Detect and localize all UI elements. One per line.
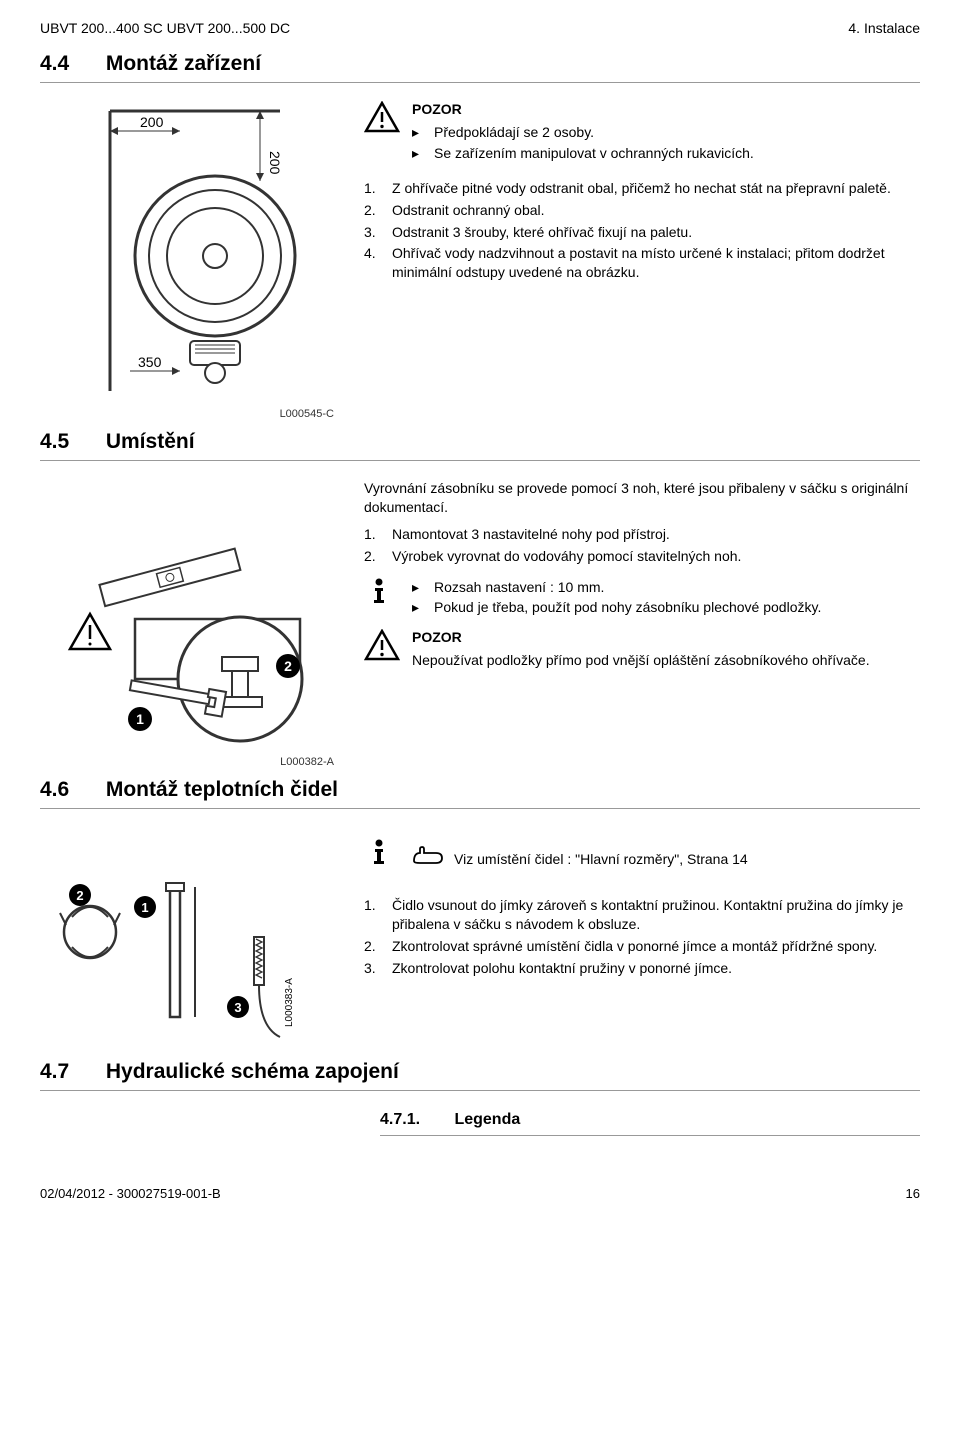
section-4-4-text: POZOR ▸ Předpokládají se 2 osoby. ▸ Se zař… xyxy=(364,101,920,420)
svg-text:2: 2 xyxy=(76,888,83,903)
step-text: Namontovat 3 nastavitelné nohy pod příst… xyxy=(392,525,670,544)
figure-label: L000382-A xyxy=(40,756,340,768)
steps-list: 1. Z ohřívače pitné vody odstranit obal, … xyxy=(364,179,920,282)
section-4-6-text: Viz umístění čidel : "Hlavní rozměry", S… xyxy=(364,827,920,1050)
step-text: Čidlo vsunout do jímky zároveň s kontakt… xyxy=(392,896,920,934)
pozor-box: POZOR ▸ Předpokládají se 2 osoby. ▸ Se zař… xyxy=(364,101,920,165)
steps-list: 1. Namontovat 3 nastavitelné nohy pod pří… xyxy=(364,525,920,566)
figure-4-4: 200 200 350 L000545-C xyxy=(40,101,340,420)
intro-text: Vyrovnání zásobníku se provede pomocí 3 … xyxy=(364,479,920,517)
page-header: UBVT 200...400 SC UBVT 200...500 DC 4. I… xyxy=(40,20,920,36)
leveling-diagram: 1 2 xyxy=(40,519,340,749)
section-4-5-body: 1 2 L000382-A Vyrovnání zásobníku se pro… xyxy=(40,479,920,768)
subsection-text: Legenda xyxy=(454,1111,520,1128)
step-text: Zkontrolovat polohu kontaktní pružiny v … xyxy=(392,959,732,978)
svg-text:2: 2 xyxy=(284,658,292,674)
dim-200v: 200 xyxy=(267,151,283,175)
warning-icon xyxy=(364,629,400,664)
pozor-box: POZOR Nepoužívat podložky přímo pod vněj… xyxy=(364,629,920,678)
mounting-diagram: 200 200 350 xyxy=(40,101,340,401)
arrow-icon: ▸ xyxy=(412,598,426,617)
dim-200h: 200 xyxy=(140,114,164,130)
steps-list: 1.Čidlo vsunout do jímky zároveň s konta… xyxy=(364,896,920,978)
header-right: 4. Instalace xyxy=(848,20,920,36)
step-num: 2. xyxy=(364,937,384,956)
section-4-5-text: Vyrovnání zásobníku se provede pomocí 3 … xyxy=(364,479,920,768)
section-4-4-body: 200 200 350 L000545-C xyxy=(40,101,920,420)
section-rule xyxy=(40,460,920,461)
section-4-7-title: 4.7 Hydraulické schéma zapojení xyxy=(40,1060,920,1084)
step-text: Odstranit ochranný obal. xyxy=(392,201,545,220)
header-left: UBVT 200...400 SC UBVT 200...500 DC xyxy=(40,20,290,36)
section-num: 4.6 xyxy=(40,778,100,802)
subsection-rule xyxy=(380,1135,920,1136)
section-text: Hydraulické schéma zapojení xyxy=(106,1060,399,1083)
footer-right: 16 xyxy=(906,1186,920,1201)
section-rule xyxy=(40,82,920,83)
footer-left: 02/04/2012 - 300027519-001-B xyxy=(40,1186,221,1201)
section-4-5-title: 4.5 Umístění xyxy=(40,430,920,454)
info-item: Rozsah nastavení : 10 mm. xyxy=(434,578,604,597)
pozor-item: Předpokládají se 2 osoby. xyxy=(434,123,594,142)
section-rule xyxy=(40,1090,920,1091)
arrow-icon: ▸ xyxy=(412,123,426,142)
info-icon xyxy=(364,837,400,870)
pozor-list: ▸ Předpokládají se 2 osoby. ▸ Se zařízením… xyxy=(412,123,754,163)
section-4-6-body: 2 1 3 L000383-A xyxy=(40,827,920,1050)
pozor-title: POZOR xyxy=(412,101,754,117)
arrow-icon: ▸ xyxy=(412,144,426,163)
step-num: 3. xyxy=(364,959,384,978)
section-rule xyxy=(40,808,920,809)
hand-point-icon xyxy=(412,845,444,872)
subsection-4-7-1: 4.7.1. Legenda xyxy=(40,1111,920,1129)
figure-label: L000545-C xyxy=(40,408,340,420)
step-num: 3. xyxy=(364,223,384,242)
page-footer: 02/04/2012 - 300027519-001-B 16 xyxy=(40,1186,920,1201)
step-num: 2. xyxy=(364,201,384,220)
info-icon xyxy=(364,576,400,609)
subsection-num: 4.7.1. xyxy=(380,1111,450,1129)
step-num: 4. xyxy=(364,244,384,282)
figure-label-inline: L000383-A xyxy=(284,978,295,1027)
section-num: 4.5 xyxy=(40,430,100,454)
section-text: Montáž teplotních čidel xyxy=(106,778,338,801)
section-num: 4.4 xyxy=(40,52,100,76)
ref-text: Viz umístění čidel : "Hlavní rozměry", S… xyxy=(454,851,748,867)
section-num: 4.7 xyxy=(40,1060,100,1084)
step-num: 2. xyxy=(364,547,384,566)
step-text: Odstranit 3 šrouby, které ohřívač fixují… xyxy=(392,223,692,242)
step-text: Výrobek vyrovnat do vodováhy pomocí stav… xyxy=(392,547,741,566)
info-ref-box: Viz umístění čidel : "Hlavní rozměry", S… xyxy=(364,837,920,886)
step-num: 1. xyxy=(364,896,384,934)
step-num: 1. xyxy=(364,525,384,544)
svg-text:1: 1 xyxy=(136,711,144,727)
info-box: ▸ Rozsah nastavení : 10 mm. ▸ Pokud je tře… xyxy=(364,576,920,620)
pozor-text: Nepoužívat podložky přímo pod vnější opl… xyxy=(412,651,870,670)
step-num: 1. xyxy=(364,179,384,198)
section-4-6-title: 4.6 Montáž teplotních čidel xyxy=(40,778,920,802)
step-text: Ohřívač vody nadzvihnout a postavit na m… xyxy=(392,244,920,282)
section-text: Montáž zařízení xyxy=(106,52,261,75)
warning-icon xyxy=(364,101,400,136)
figure-4-6: 2 1 3 L000383-A xyxy=(40,827,340,1050)
arrow-icon: ▸ xyxy=(412,578,426,597)
svg-text:1: 1 xyxy=(141,900,148,915)
step-text: Zkontrolovat správné umístění čidla v po… xyxy=(392,937,877,956)
figure-4-5: 1 2 L000382-A xyxy=(40,479,340,768)
section-4-4-title: 4.4 Montáž zařízení xyxy=(40,52,920,76)
pozor-item: Se zařízením manipulovat v ochranných ru… xyxy=(434,144,754,163)
info-item: Pokud je třeba, použít pod nohy zásobník… xyxy=(434,598,821,617)
sensor-diagram: 2 1 3 L000383-A xyxy=(40,877,340,1047)
pozor-title: POZOR xyxy=(412,629,870,645)
svg-text:3: 3 xyxy=(234,1000,241,1015)
section-text: Umístění xyxy=(106,430,195,453)
step-text: Z ohřívače pitné vody odstranit obal, př… xyxy=(392,179,891,198)
dim-350: 350 xyxy=(138,354,162,370)
